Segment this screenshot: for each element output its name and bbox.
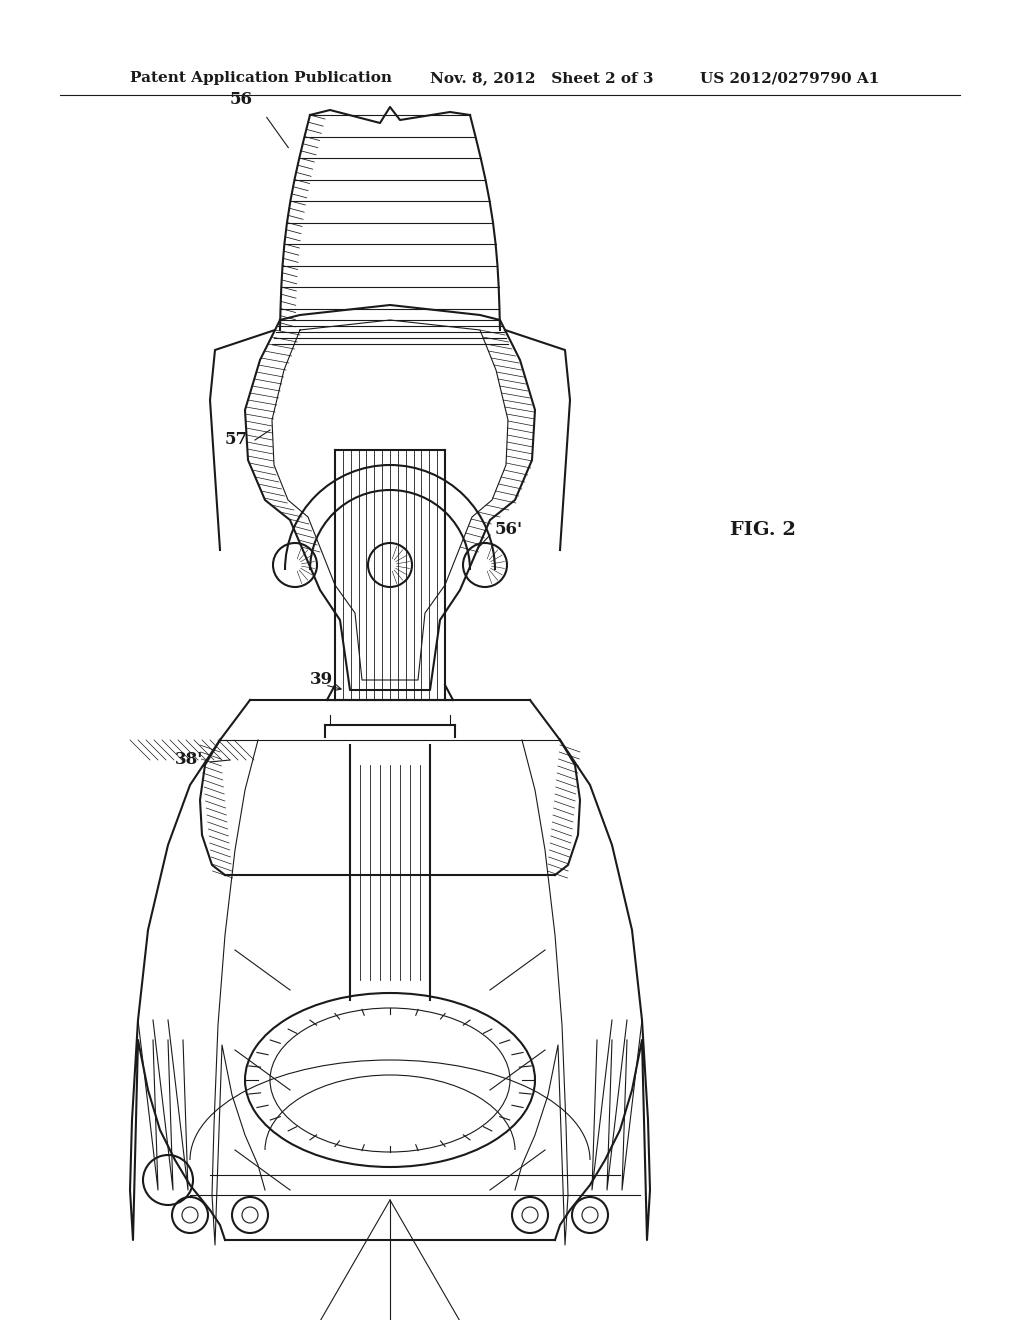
Text: 56: 56 <box>230 91 253 108</box>
Text: FIG. 2: FIG. 2 <box>730 521 796 539</box>
Text: 56': 56' <box>495 521 523 539</box>
Text: Nov. 8, 2012   Sheet 2 of 3: Nov. 8, 2012 Sheet 2 of 3 <box>430 71 653 84</box>
Text: 38': 38' <box>175 751 204 768</box>
Text: Patent Application Publication: Patent Application Publication <box>130 71 392 84</box>
Text: 39: 39 <box>310 672 333 689</box>
Text: 57: 57 <box>225 432 248 449</box>
Text: US 2012/0279790 A1: US 2012/0279790 A1 <box>700 71 880 84</box>
